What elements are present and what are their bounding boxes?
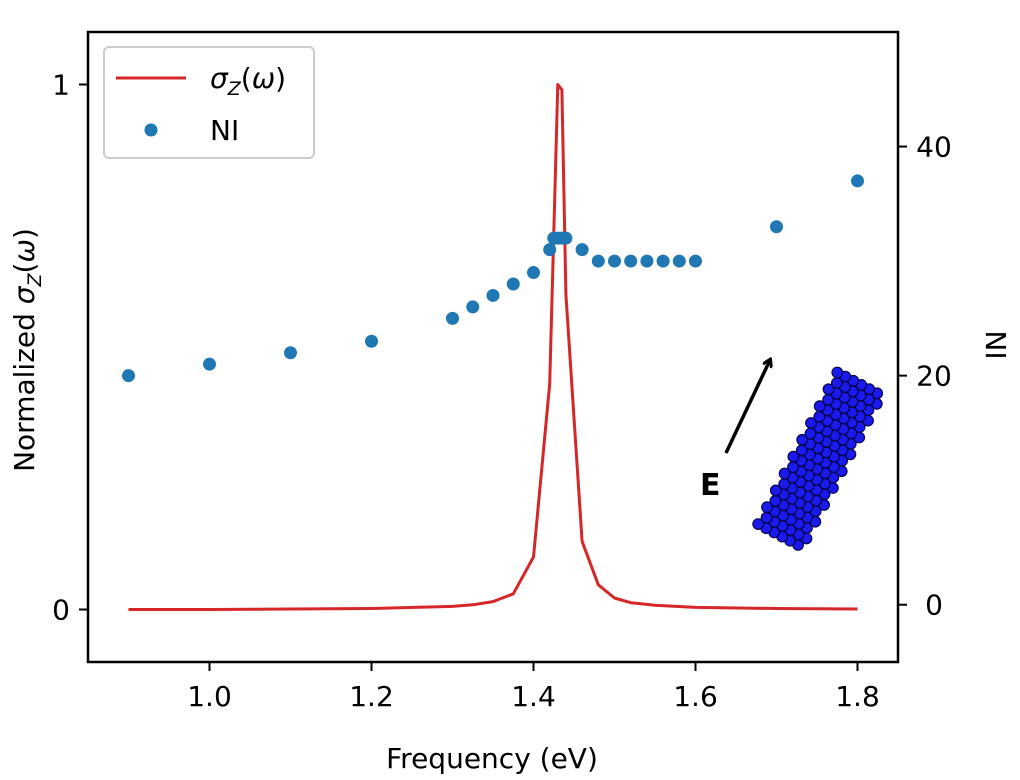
nanorod-atom [804, 427, 817, 440]
ni-point [559, 231, 573, 245]
nanorod-atom [787, 461, 799, 474]
nanorod-inset: E [700, 360, 884, 551]
nanorod-atom [752, 518, 765, 530]
ni-point [506, 277, 520, 291]
nanorod-atom [822, 393, 834, 406]
legend-sigma-label: σZ(ω) [210, 62, 286, 100]
ni-point [122, 369, 135, 383]
nanorod-atom [813, 410, 826, 423]
ni-point [365, 334, 378, 348]
right-y-tick-label: 40 [916, 131, 952, 164]
nanorod-atom [796, 433, 809, 446]
sigma-series [128, 83, 858, 611]
x-tick-label: 1.8 [835, 680, 880, 713]
left-y-tick-label: 1 [52, 69, 70, 102]
plot-frame [86, 30, 900, 664]
ni-point [284, 346, 297, 360]
x-tick-label: 1.6 [673, 680, 718, 713]
ni-point [770, 220, 783, 234]
x-tick-label: 1.4 [511, 680, 556, 713]
ni-point [486, 288, 500, 302]
ni-point [591, 254, 605, 268]
ni-point [575, 243, 589, 257]
ni-point [608, 254, 621, 268]
sigma-line [128, 83, 858, 611]
ni-point [851, 174, 864, 188]
ni-point [446, 311, 459, 325]
nanorod-atom [795, 444, 808, 457]
nanorod-image [752, 366, 884, 551]
ni-point [640, 254, 654, 268]
nanorod-atom [787, 450, 800, 463]
left-y-tick-label: 0 [52, 594, 70, 627]
nanorod-atom [813, 400, 826, 413]
nanorod-atom [760, 511, 773, 524]
nanorod-atom [831, 366, 844, 379]
left-y-axis: 01 [52, 69, 88, 627]
x-tick-label: 1.0 [187, 680, 232, 713]
ni-point [466, 300, 480, 314]
x-tick-label: 1.2 [349, 680, 394, 713]
nanorod-atom [805, 417, 817, 429]
ni-series [122, 174, 864, 383]
right-y-axis: 0 20 40 [898, 131, 952, 622]
nanorod-atom [761, 501, 773, 514]
right-y-axis-title: NI [979, 330, 1012, 359]
x-axis-title: Frequency (eV) [386, 742, 598, 775]
field-arrow [724, 360, 770, 454]
right-y-tick-label: 0 [925, 589, 943, 622]
ni-point [672, 254, 686, 268]
nanorod-atom [769, 484, 782, 497]
nanorod-atom [778, 478, 791, 490]
legend-ni-label: NI [210, 114, 239, 147]
ni-point [624, 254, 638, 268]
ni-point [527, 266, 540, 280]
left-y-axis-title: Normalized σZ(ω) [8, 228, 46, 472]
ni-point [203, 357, 216, 371]
right-y-tick-label: 20 [916, 360, 952, 393]
nanorod-atom [831, 377, 843, 389]
ni-point [543, 243, 557, 257]
legend-ni-swatch [144, 123, 158, 137]
ni-point [689, 254, 702, 268]
ni-point [656, 254, 670, 268]
nanorod-atom [769, 495, 782, 507]
field-label: E [700, 468, 721, 503]
legend: σZ(ω) NI [103, 46, 315, 159]
nanorod-atom [778, 467, 791, 480]
nanorod-atom [822, 383, 835, 396]
x-axis: 1.0 1.2 1.4 1.6 1.8 [187, 662, 880, 713]
